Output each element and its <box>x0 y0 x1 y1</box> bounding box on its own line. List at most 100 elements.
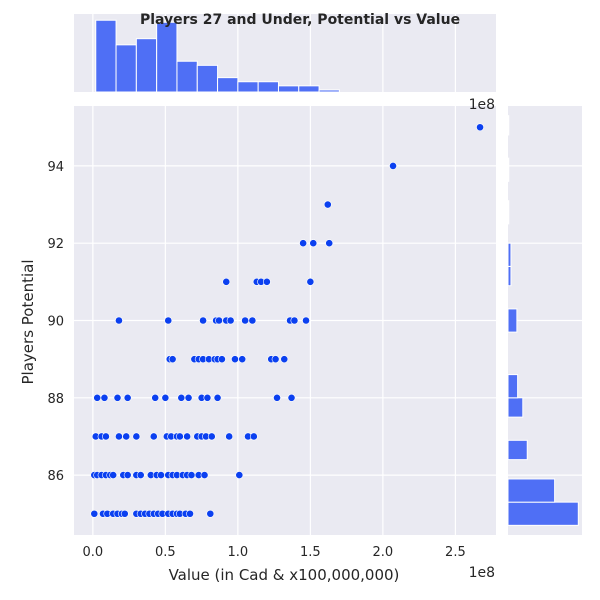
scatter-point <box>203 393 212 402</box>
scatter-point <box>161 393 170 402</box>
scatter-point <box>206 509 215 518</box>
y-tick-label: 88 <box>47 392 64 407</box>
top-marginal-histogram <box>74 14 496 93</box>
scatter-point <box>184 393 193 402</box>
scatter-point <box>136 471 145 479</box>
scatter-point <box>100 393 109 402</box>
top-histogram-bar <box>95 19 117 93</box>
scatter-point <box>157 471 165 479</box>
scatter-point <box>175 432 184 441</box>
scatter-point <box>122 432 131 441</box>
scatter-point <box>225 432 234 441</box>
right-histogram-bar <box>507 265 512 287</box>
scatter-point <box>238 355 247 364</box>
y-tick-label: 86 <box>47 469 64 484</box>
top-histogram-bar <box>237 81 259 93</box>
x-tick-label: 0.5 <box>155 545 176 560</box>
scatter-point <box>151 393 160 402</box>
right-histogram-bar <box>507 439 528 461</box>
right-histogram-bar <box>507 478 556 503</box>
right-histogram-bar <box>507 308 518 333</box>
top-histogram-bar <box>115 44 137 93</box>
top-histogram-bar <box>176 60 198 93</box>
scatter-point <box>187 471 196 479</box>
scatter-point <box>248 316 257 325</box>
x-tick-label: 1.5 <box>300 545 321 560</box>
scatter-point <box>120 509 129 518</box>
right-histogram-bar <box>507 242 512 267</box>
y-tick-label: 94 <box>47 160 64 175</box>
scatter-point <box>241 316 250 325</box>
scatter-point <box>323 200 332 209</box>
scatter-point <box>325 239 334 248</box>
scatter-point <box>93 393 102 402</box>
scatter-point <box>226 316 235 325</box>
x-tick-label: 2.5 <box>445 545 466 560</box>
chart-title: Players 27 and Under, Potential vs Value <box>140 12 460 28</box>
scatter-point <box>177 393 186 402</box>
scatter-point <box>290 316 299 325</box>
x-tick-label: 1.0 <box>228 545 249 560</box>
scatter-point <box>389 162 397 170</box>
scatter-point <box>149 432 158 441</box>
top-histogram-bar <box>298 85 320 93</box>
scatter-point <box>115 432 123 441</box>
scatter-point <box>102 432 110 441</box>
scatter-point <box>113 393 122 402</box>
scatter-point <box>123 471 132 479</box>
scatter-point <box>186 509 194 518</box>
scatter-point <box>115 316 123 325</box>
scatter-point <box>215 316 223 325</box>
scatter-point <box>302 316 310 325</box>
right-marginal-histogram <box>507 106 582 535</box>
right-histogram-bar <box>507 115 510 136</box>
scatter-point <box>262 277 271 286</box>
y-tick-label: 90 <box>47 315 64 330</box>
x-tick-label: 0.0 <box>83 545 104 560</box>
x-offset-label-top: 1e8 <box>469 97 495 113</box>
top-histogram-bar <box>277 85 300 93</box>
scatter-point <box>249 432 258 441</box>
scatter-point <box>199 316 207 325</box>
top-histogram-bar <box>156 21 178 93</box>
y-tick-label: 92 <box>47 237 64 252</box>
scatter-point <box>132 432 141 441</box>
scatter-point <box>280 355 289 364</box>
scatter-point <box>476 123 484 132</box>
scatter-point <box>207 432 216 441</box>
main-scatter-plot: 0.0 0.5 1.0 1.5 2.0 2.5 86 88 90 92 94 <box>47 106 496 560</box>
scatter-point <box>200 471 209 479</box>
scatter-point <box>109 471 118 479</box>
right-histogram-bar <box>507 397 524 418</box>
scatter-point <box>213 393 222 402</box>
x-axis-label: Value (in Cad & x100,000,000) <box>169 566 400 584</box>
right-histogram-bar <box>507 157 510 182</box>
scatter-point <box>271 355 280 364</box>
scatter-point <box>287 393 296 402</box>
scatter-point <box>164 316 173 325</box>
scatter-point <box>168 355 177 364</box>
scatter-point <box>90 509 99 518</box>
scatter-point <box>273 393 281 402</box>
right-histogram-bar <box>507 200 510 225</box>
x-offset-label-bottom: 1e8 <box>469 565 495 581</box>
scatter-point <box>183 432 192 441</box>
scatter-point <box>222 277 231 286</box>
y-axis-label: Players Potential <box>19 260 37 385</box>
scatter-point <box>218 355 226 364</box>
right-histogram-bar <box>507 501 579 526</box>
scatter-point <box>299 239 308 248</box>
top-histogram-bar <box>135 38 158 93</box>
scatter-point <box>123 393 132 402</box>
scatter-point <box>306 277 315 286</box>
top-histogram-bar <box>257 81 279 93</box>
scatter-point <box>309 239 318 248</box>
top-histogram-bar <box>318 89 340 93</box>
top-histogram-bar <box>196 64 219 93</box>
right-histogram-bar <box>507 374 519 399</box>
scatter-point <box>231 355 239 364</box>
x-tick-label: 2.0 <box>373 545 394 560</box>
top-histogram-bar <box>217 77 239 93</box>
scatter-point <box>235 471 244 479</box>
